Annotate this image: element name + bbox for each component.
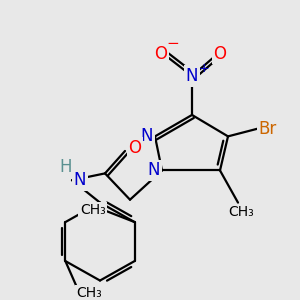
Text: N: N: [74, 171, 86, 189]
Text: O: O: [214, 45, 226, 63]
Text: N: N: [141, 128, 153, 146]
Text: CH₃: CH₃: [80, 203, 106, 218]
Text: H: H: [60, 158, 72, 175]
Text: Br: Br: [259, 120, 277, 138]
Text: −: −: [167, 36, 179, 51]
Text: O: O: [154, 45, 167, 63]
Text: +: +: [199, 62, 209, 75]
Text: CH₃: CH₃: [76, 286, 102, 300]
Text: O: O: [128, 139, 142, 157]
Text: N: N: [186, 67, 198, 85]
Text: CH₃: CH₃: [228, 206, 254, 219]
Text: N: N: [148, 161, 160, 179]
